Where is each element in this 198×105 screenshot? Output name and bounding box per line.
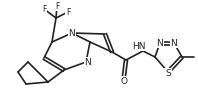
- Text: N: N: [69, 28, 75, 37]
- Text: HN: HN: [132, 41, 146, 51]
- Text: N: N: [171, 39, 177, 47]
- Text: O: O: [121, 77, 128, 85]
- Text: N: N: [157, 39, 163, 47]
- Text: F: F: [55, 1, 59, 11]
- Text: F: F: [66, 7, 70, 16]
- Text: N: N: [85, 58, 91, 66]
- Text: F: F: [42, 5, 46, 14]
- Text: S: S: [165, 68, 171, 77]
